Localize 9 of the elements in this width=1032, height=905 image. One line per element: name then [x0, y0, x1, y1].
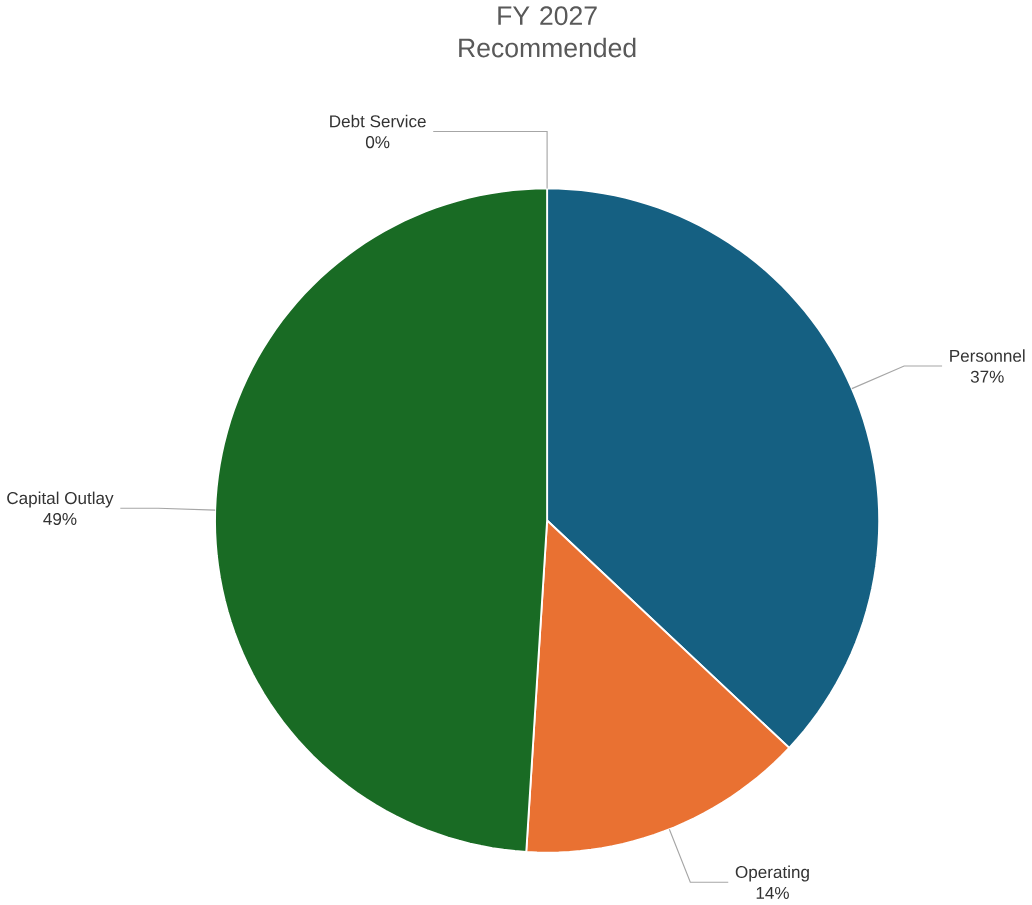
data-label: 37%: [970, 370, 1004, 383]
slice-label: Personnel: [950, 349, 1025, 362]
data-label: 14%: [756, 886, 789, 899]
slice-label: Operating: [735, 865, 809, 882]
text: 0%: [365, 135, 390, 149]
data-label: 49%: [43, 512, 77, 525]
chart-title: FY 2027 Recommended: [459, 6, 636, 58]
category-label: Debt Service: [330, 114, 426, 128]
slice-label: Capital Outlay: [7, 491, 114, 508]
